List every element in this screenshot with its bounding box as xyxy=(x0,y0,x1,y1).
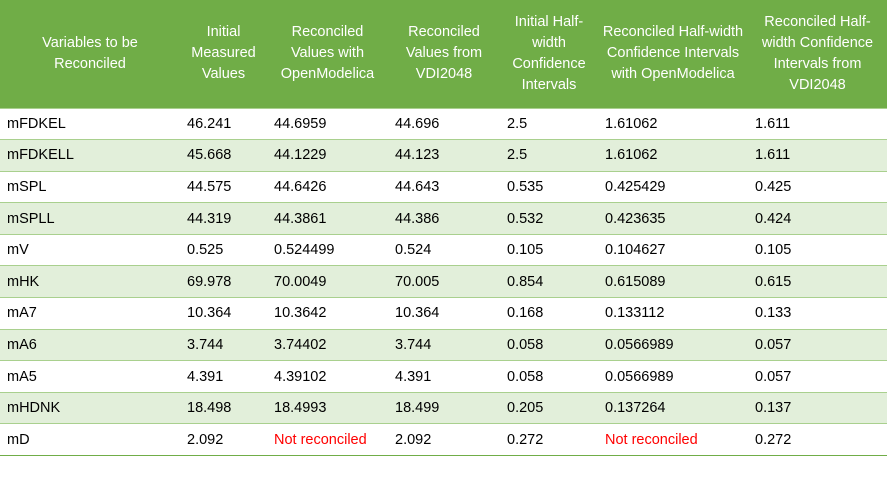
cell-value: 44.6426 xyxy=(267,170,388,203)
cell-value: 0.425429 xyxy=(598,170,748,203)
variable-name: mSPLL xyxy=(0,202,180,235)
cell-value: 46.241 xyxy=(180,107,267,140)
cell-value: 0.104627 xyxy=(598,233,748,266)
table-row: mFDKEL 46.241 44.6959 44.696 2.5 1.61062 1.611 xyxy=(0,107,887,140)
cell-value: 0.133112 xyxy=(598,297,748,330)
table-row: mFDKELL 45.668 44.1229 44.123 2.5 1.61062 1.61… xyxy=(0,139,887,172)
cell-value: 0.137 xyxy=(748,391,887,424)
column-header: Reconciled Half-width Confidence Interva… xyxy=(598,0,748,108)
cell-value: 0.854 xyxy=(500,265,598,298)
cell-value: Not reconciled xyxy=(267,423,388,457)
variable-name: mSPL xyxy=(0,170,180,203)
cell-value: 10.364 xyxy=(180,297,267,330)
cell-value: 18.4993 xyxy=(267,391,388,424)
cell-value: 0.272 xyxy=(500,423,598,457)
cell-value: 2.092 xyxy=(388,423,500,457)
cell-value: 1.61062 xyxy=(598,139,748,172)
variable-name: mFDKELL xyxy=(0,139,180,172)
cell-value: 0.0566989 xyxy=(598,360,748,393)
cell-value: 0.168 xyxy=(500,297,598,330)
table-row: mSPLL 44.319 44.3861 44.386 0.532 0.423635 0.4… xyxy=(0,202,887,235)
cell-value: 1.611 xyxy=(748,107,887,140)
cell-value: 3.744 xyxy=(180,328,267,361)
cell-value: 0.0566989 xyxy=(598,328,748,361)
variable-name: mV xyxy=(0,233,180,266)
cell-value: 0.615089 xyxy=(598,265,748,298)
cell-value: 44.6959 xyxy=(267,107,388,140)
variable-name: mD xyxy=(0,423,180,457)
variable-name: mFDKEL xyxy=(0,107,180,140)
cell-value: 70.005 xyxy=(388,265,500,298)
cell-value: 44.386 xyxy=(388,202,500,235)
cell-value: 69.978 xyxy=(180,265,267,298)
cell-value: 44.3861 xyxy=(267,202,388,235)
cell-value: 1.611 xyxy=(748,139,887,172)
table-body: mFDKEL 46.241 44.6959 44.696 2.5 1.61062 1.611… xyxy=(0,107,887,457)
cell-value: 0.058 xyxy=(500,328,598,361)
cell-value: 0.133 xyxy=(748,297,887,330)
cell-value: 4.39102 xyxy=(267,360,388,393)
cell-value: 0.272 xyxy=(748,423,887,457)
cell-value: 18.498 xyxy=(180,391,267,424)
reconciliation-table: Variables to be Reconciled Initial Measur… xyxy=(0,0,887,457)
cell-value: 10.3642 xyxy=(267,297,388,330)
table-row: mV 0.525 0.524499 0.524 0.105 0.104627 0.105 xyxy=(0,233,887,266)
cell-value: 0.524 xyxy=(388,233,500,266)
cell-value: 3.74402 xyxy=(267,328,388,361)
cell-value: 44.123 xyxy=(388,139,500,172)
variable-name: mA6 xyxy=(0,328,180,361)
table-row: mHDNK 18.498 18.4993 18.499 0.205 0.137264 0.1… xyxy=(0,391,887,424)
cell-value: 0.423635 xyxy=(598,202,748,235)
cell-value: 3.744 xyxy=(388,328,500,361)
header-row: Variables to be Reconciled Initial Measur… xyxy=(0,0,887,108)
cell-value: 44.643 xyxy=(388,170,500,203)
table-row: mA6 3.744 3.74402 3.744 0.058 0.0566989 0.057 xyxy=(0,328,887,361)
cell-value: 0.137264 xyxy=(598,391,748,424)
cell-value: 45.668 xyxy=(180,139,267,172)
table-row: mHK 69.978 70.0049 70.005 0.854 0.615089 0.615 xyxy=(0,265,887,298)
column-header: Variables to be Reconciled xyxy=(0,0,180,108)
cell-value: 0.205 xyxy=(500,391,598,424)
variable-name: mA5 xyxy=(0,360,180,393)
variable-name: mA7 xyxy=(0,297,180,330)
cell-value: 0.424 xyxy=(748,202,887,235)
cell-value: 44.319 xyxy=(180,202,267,235)
variable-name: mHDNK xyxy=(0,391,180,424)
cell-value: 70.0049 xyxy=(267,265,388,298)
column-header: Initial Half-width Confidence Intervals xyxy=(500,0,598,108)
column-header: Reconciled Values with OpenModelica xyxy=(267,0,388,108)
cell-value: 0.105 xyxy=(748,233,887,266)
cell-value: 0.535 xyxy=(500,170,598,203)
cell-value: 0.105 xyxy=(500,233,598,266)
cell-value: 0.058 xyxy=(500,360,598,393)
cell-value: 0.425 xyxy=(748,170,887,203)
cell-value: 44.575 xyxy=(180,170,267,203)
column-header: Reconciled Values from VDI2048 xyxy=(388,0,500,108)
cell-value: 44.696 xyxy=(388,107,500,140)
cell-value: 18.499 xyxy=(388,391,500,424)
cell-value: 4.391 xyxy=(180,360,267,393)
cell-value: 0.532 xyxy=(500,202,598,235)
column-header: Reconciled Half-width Confidence Interva… xyxy=(748,0,887,108)
column-header: Initial Measured Values xyxy=(180,0,267,108)
cell-value: 2.5 xyxy=(500,107,598,140)
table-row: mD 2.092 Not reconciled 2.092 0.272 Not recon… xyxy=(0,423,887,457)
variable-name: mHK xyxy=(0,265,180,298)
table-row: mA5 4.391 4.39102 4.391 0.058 0.0566989 0.057 xyxy=(0,360,887,393)
cell-value: 0.057 xyxy=(748,360,887,393)
cell-value: 44.1229 xyxy=(267,139,388,172)
cell-value: 1.61062 xyxy=(598,107,748,140)
cell-value: 0.524499 xyxy=(267,233,388,266)
cell-value: 10.364 xyxy=(388,297,500,330)
cell-value: Not reconciled xyxy=(598,423,748,457)
cell-value: 4.391 xyxy=(388,360,500,393)
cell-value: 2.092 xyxy=(180,423,267,457)
cell-value: 0.615 xyxy=(748,265,887,298)
cell-value: 0.525 xyxy=(180,233,267,266)
cell-value: 2.5 xyxy=(500,139,598,172)
table-row: mA7 10.364 10.3642 10.364 0.168 0.133112 0.133 xyxy=(0,297,887,330)
cell-value: 0.057 xyxy=(748,328,887,361)
table-row: mSPL 44.575 44.6426 44.643 0.535 0.425429 0.42… xyxy=(0,170,887,203)
